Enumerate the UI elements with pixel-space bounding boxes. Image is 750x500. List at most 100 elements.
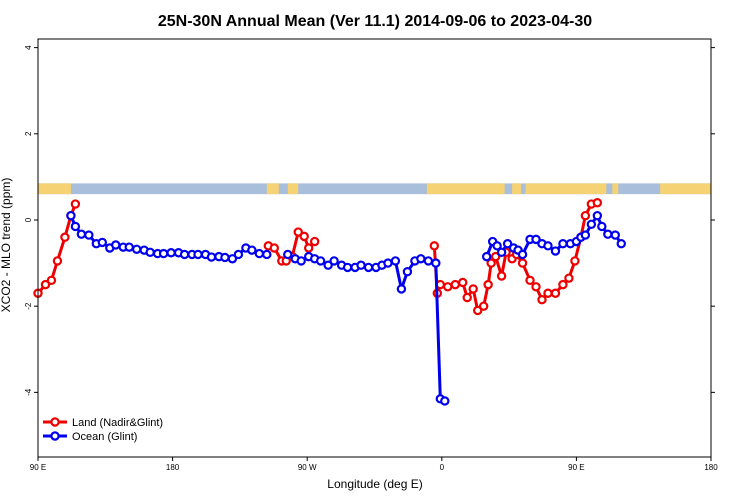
data-point — [416, 254, 426, 264]
data-point — [496, 247, 507, 258]
data-point — [329, 256, 339, 266]
y-tick-label: -4 — [24, 388, 33, 396]
data-point — [610, 230, 620, 240]
data-point — [145, 247, 155, 258]
data-point — [193, 249, 203, 260]
data-point — [262, 249, 272, 260]
data-point — [227, 254, 238, 264]
data-point — [490, 251, 501, 262]
data-point — [283, 249, 293, 260]
data-point — [158, 248, 169, 259]
legend-label: Land (Nadir&Glint) — [72, 417, 163, 429]
ocean-band — [38, 183, 711, 195]
data-point — [356, 260, 366, 270]
data-point — [603, 229, 613, 239]
data-point — [206, 252, 217, 262]
data-point — [296, 256, 306, 266]
data-point — [531, 234, 541, 245]
x-axis-label: Longitude (deg E) — [327, 477, 422, 491]
data-point — [483, 279, 493, 290]
data-point — [303, 243, 314, 253]
data-point — [531, 282, 541, 292]
data-point — [537, 295, 547, 305]
data-point — [132, 244, 142, 254]
y-tick-label: -2 — [24, 302, 33, 310]
data-point — [458, 277, 468, 288]
data-point — [564, 273, 574, 283]
land-segment — [38, 183, 71, 195]
data-point — [478, 301, 489, 311]
data-point — [558, 279, 568, 290]
land-segment — [266, 183, 279, 195]
data-point — [166, 248, 176, 258]
data-point — [97, 237, 108, 248]
data-point — [342, 262, 353, 273]
data-point — [309, 236, 320, 247]
x-tick-label: 90 E — [568, 463, 584, 472]
plot-frame — [37, 38, 712, 458]
y-axis: 4 2 0 -2 -4 — [24, 45, 715, 396]
data-point — [472, 305, 483, 316]
data-point — [550, 246, 561, 256]
land-segment — [660, 183, 711, 195]
data-point — [402, 267, 413, 277]
data-point — [429, 241, 440, 251]
data-point — [60, 232, 70, 242]
chart-title: 25N-30N Annual Mean (Ver 11.1) 2014-09-0… — [158, 13, 592, 30]
land-segment — [512, 183, 522, 195]
data-point — [423, 256, 434, 266]
data-point — [76, 229, 87, 239]
data-point — [580, 230, 591, 240]
series-land-nadir-glint- — [33, 198, 603, 316]
x-axis: 90 E 180 90 W 0 90 E 180 — [30, 457, 718, 472]
data-point — [462, 292, 472, 303]
data-point — [450, 279, 460, 290]
x-tick-label: 90 W — [298, 463, 317, 472]
data-point — [486, 258, 496, 268]
data-point — [293, 227, 303, 237]
data-point — [247, 245, 257, 255]
data-point — [390, 256, 401, 266]
land-segment — [525, 183, 607, 195]
series-line — [287, 253, 446, 403]
data-point — [517, 258, 528, 268]
data-point — [396, 284, 407, 294]
data-point — [269, 243, 279, 253]
data-point — [592, 198, 603, 208]
series-layer — [33, 198, 626, 406]
data-point — [66, 210, 76, 221]
legend: Land (Nadir&Glint) Ocean (Glint) — [43, 417, 163, 443]
data-point — [40, 279, 51, 290]
data-point — [111, 240, 121, 250]
data-point — [580, 210, 591, 221]
series-ocean-glint- — [66, 210, 626, 406]
data-point — [52, 256, 63, 266]
data-point — [468, 284, 478, 294]
data-point — [124, 242, 134, 252]
x-tick-label: 180 — [704, 463, 718, 472]
legend-marker — [50, 431, 60, 441]
data-point — [616, 238, 626, 249]
land-ocean-strip — [38, 183, 711, 195]
data-point — [558, 238, 568, 249]
data-point — [592, 210, 603, 221]
data-point — [443, 282, 453, 292]
land-segment — [287, 183, 299, 195]
data-point — [543, 241, 553, 251]
data-point — [525, 275, 535, 286]
data-point — [543, 288, 553, 298]
x-tick-label: 0 — [440, 463, 445, 472]
data-point — [550, 288, 561, 298]
y-tick-label: 4 — [24, 45, 33, 50]
data-point — [84, 230, 94, 240]
data-point — [254, 248, 265, 259]
data-point — [496, 271, 507, 281]
data-point — [431, 258, 441, 268]
x-tick-label: 180 — [166, 463, 180, 472]
data-point — [70, 199, 81, 209]
y-axis-label: XCO2 - MLO trend (ppm) — [0, 178, 13, 313]
legend-label: Ocean (Glint) — [72, 431, 137, 443]
data-point — [440, 396, 450, 406]
data-point — [70, 221, 81, 232]
